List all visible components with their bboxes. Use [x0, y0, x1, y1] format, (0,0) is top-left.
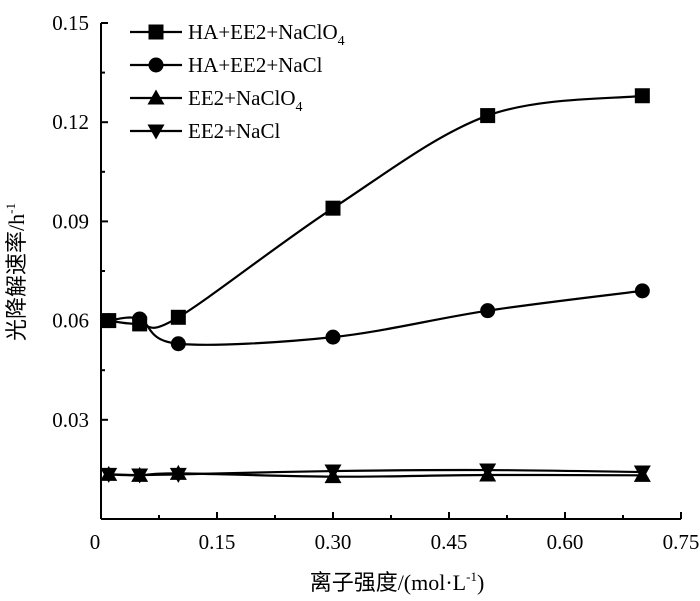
y-tick-label: 0.12 — [52, 110, 89, 134]
legend-entry: HA+EE2+NaCl — [130, 53, 323, 77]
x-tick-label: 0.45 — [431, 530, 468, 554]
legend-label: HA+EE2+NaClO4 — [188, 20, 345, 49]
series-1 — [101, 88, 650, 332]
legend-label: EE2+NaClO4 — [188, 86, 303, 115]
legend-triangle-down-marker — [147, 124, 165, 140]
triangle-down-data-point — [479, 463, 497, 479]
legend-square-marker — [148, 24, 164, 40]
y-tick-label: 0.15 — [52, 11, 89, 35]
legend-circle-marker — [148, 57, 164, 73]
circle-data-point — [132, 311, 148, 327]
y-axis-title: 光降解速率/h-1 — [3, 203, 29, 341]
x-tick-label: 0.60 — [547, 530, 584, 554]
legend: HA+EE2+NaClO4 HA+EE2+NaCl EE2+NaClO4 EE2+Na… — [130, 20, 345, 143]
legend-entry: EE2+NaCl — [130, 119, 280, 143]
x-origin-label: 0 — [90, 530, 101, 554]
legend-entry: EE2+NaClO4 — [130, 86, 303, 115]
square-data-point — [170, 309, 186, 325]
triangle-down-data-point — [633, 465, 651, 481]
series-line — [108, 289, 643, 346]
legend-entry: HA+EE2+NaClO4 — [130, 20, 345, 49]
circle-data-point — [101, 313, 117, 329]
x-tick-label: 0.30 — [315, 530, 352, 554]
y-tick-label: 0.06 — [52, 309, 89, 333]
circle-data-point — [634, 283, 650, 299]
x-tick-label: 0.75 — [663, 530, 700, 554]
plot-axes: 0.03 0.06 0.09 0.12 0.15 0.15 0.30 0.45 0.60 0.75… — [52, 11, 699, 554]
y-tick-label: 0.09 — [52, 209, 89, 233]
legend-label: EE2+NaCl — [188, 119, 280, 143]
square-data-point — [325, 200, 341, 216]
y-tick-label: 0.03 — [52, 408, 89, 432]
triangle-down-data-point — [131, 468, 149, 484]
circle-data-point — [325, 329, 341, 345]
triangle-down-data-point — [169, 467, 187, 483]
series-2 — [101, 283, 650, 352]
legend-triangle-up-marker — [147, 89, 165, 105]
circle-data-point — [480, 303, 496, 319]
series-4 — [100, 463, 651, 484]
x-tick-label: 0.15 — [199, 530, 236, 554]
triangle-down-data-point — [324, 464, 342, 480]
legend-label: HA+EE2+NaCl — [188, 53, 323, 77]
series-layer — [100, 88, 651, 484]
x-axis-title: 离子强度/(mol·L-1) — [310, 569, 485, 595]
square-data-point — [480, 108, 496, 124]
square-data-point — [634, 88, 650, 104]
circle-data-point — [170, 336, 186, 352]
triangle-down-data-point — [100, 467, 118, 483]
